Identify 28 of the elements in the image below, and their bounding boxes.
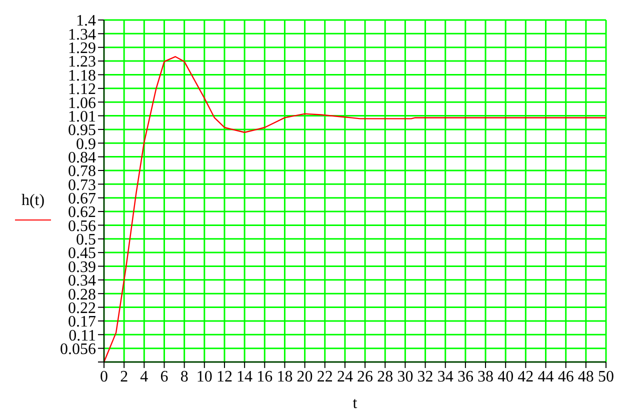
x-tick-label: 40 — [498, 368, 514, 386]
x-tick-label: 44 — [538, 368, 554, 386]
x-tick-label: 42 — [518, 368, 534, 386]
x-tick-label: 2 — [120, 368, 128, 386]
x-tick-label: 48 — [578, 368, 594, 386]
x-tick-label: 20 — [296, 368, 313, 386]
x-tick-label: 34 — [437, 368, 454, 386]
x-tick-label: 50 — [598, 368, 614, 386]
x-tick-label: 16 — [256, 368, 273, 386]
x-axis-title: t — [352, 395, 358, 412]
text: h(t) — [20, 192, 46, 210]
x-tick-label: 8 — [180, 368, 188, 386]
x-tick-label: 0 — [100, 368, 108, 386]
x-tick-label: 32 — [417, 368, 434, 386]
x-tick-label: 38 — [478, 368, 494, 386]
x-tick-label: 6 — [160, 368, 168, 386]
x-tick-label: 36 — [457, 368, 474, 386]
x-tick-label: 46 — [558, 368, 574, 386]
x-tick-label: 14 — [236, 368, 253, 386]
x-tick-label: 4 — [140, 368, 148, 386]
x-tick-label: 10 — [196, 368, 212, 386]
x-tick-label: 22 — [316, 368, 333, 386]
x-tick-label: 26 — [357, 368, 374, 386]
x-tick-label: 28 — [377, 368, 394, 386]
x-tick-label: 24 — [336, 368, 353, 386]
x-tick-label: 18 — [276, 368, 293, 386]
x-tick-label: 12 — [216, 368, 232, 386]
x-tick-label: 30 — [397, 368, 414, 386]
